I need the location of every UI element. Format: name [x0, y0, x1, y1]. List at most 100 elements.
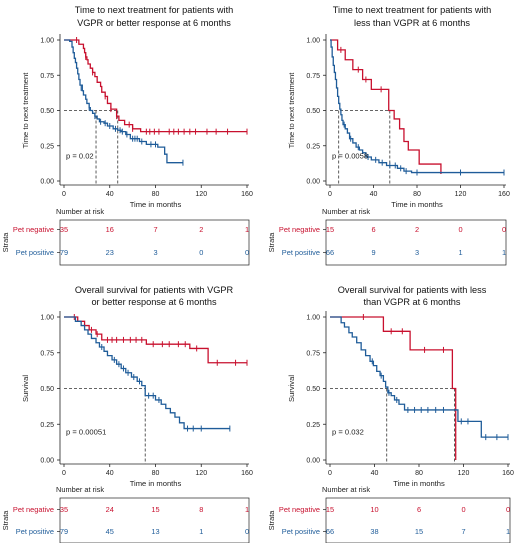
y-tick-label: 0.75: [306, 73, 320, 80]
risk-row-label: Pet negative: [13, 505, 54, 514]
p-value-label: p = 0.00051: [66, 428, 106, 437]
chart-title-line: or better response at 6 months: [91, 297, 217, 307]
km-panel-3: Overall survival for patients with VGPR o…: [1, 285, 253, 543]
risk-count: 10: [370, 505, 378, 514]
y-tick-label: 0.75: [306, 350, 320, 357]
km-curve-pet-negative: [64, 39, 247, 133]
p-value-label: p = 0.032: [332, 428, 364, 437]
km-curve-pet-positive: [330, 316, 508, 438]
y-tick-label: 0.75: [40, 73, 54, 80]
risk-table-frame: [59, 219, 250, 266]
chart-title-line: Overall survival for patients with less: [338, 285, 487, 295]
risk-count: 35: [60, 505, 68, 514]
y-tick-label: 1.00: [40, 38, 54, 45]
x-tick-label: 80: [415, 470, 423, 477]
x-tick-label: 40: [106, 191, 114, 198]
risk-row-label: Pet negative: [279, 225, 320, 234]
km-curve-pet-positive: [64, 316, 230, 430]
y-tick-label: 0.25: [306, 143, 320, 150]
risk-count: 1: [245, 225, 249, 234]
chart-title-line: than VGPR at 6 months: [363, 297, 460, 307]
x-tick-label: 120: [455, 191, 467, 198]
risk-count: 3: [415, 248, 419, 257]
x-tick-label: 0: [328, 470, 332, 477]
chart-title-line: Overall survival for patients with VGPR: [75, 285, 234, 295]
risk-count: 9: [371, 248, 375, 257]
x-tick-label: 40: [371, 470, 379, 477]
x-tick-label: 120: [195, 470, 207, 477]
y-tick-label: 0.25: [306, 422, 320, 429]
risk-count: 1: [506, 527, 510, 536]
risk-count: 2: [199, 225, 203, 234]
risk-count: 3: [153, 248, 157, 257]
risk-row-label: Pet positive: [16, 248, 54, 257]
risk-row-label: Pet negative: [13, 225, 54, 234]
risk-row-label: Pet positive: [282, 527, 320, 536]
x-tick-label: 80: [152, 470, 160, 477]
risk-count: 1: [502, 248, 506, 257]
risk-count: 1: [199, 527, 203, 536]
strata-label: Strata: [267, 510, 276, 531]
x-tick-label: 0: [328, 191, 332, 198]
x-axis-label: Time in months: [130, 479, 182, 488]
risk-count: 0: [506, 505, 510, 514]
risk-count: 24: [106, 505, 114, 514]
x-axis-label: Time in months: [393, 479, 445, 488]
risk-count: 0: [461, 505, 465, 514]
chart-title-line: Time to next treatment for patients with: [75, 5, 233, 15]
km-curve-pet-negative: [330, 316, 457, 460]
x-tick-label: 160: [498, 191, 510, 198]
y-tick-label: 1.00: [306, 315, 320, 322]
risk-count: 79: [60, 527, 68, 536]
x-tick-label: 80: [152, 191, 160, 198]
y-tick-label: 0.00: [40, 458, 54, 465]
x-tick-label: 120: [458, 470, 470, 477]
km-curve-pet-positive: [64, 39, 183, 164]
x-tick-label: 120: [195, 191, 207, 198]
y-axis-label: Time to next treatment: [21, 72, 30, 149]
risk-table-frame: [325, 219, 507, 266]
x-tick-label: 160: [241, 470, 253, 477]
km-panel-4: Overall survival for patients with less t…: [267, 285, 514, 543]
km-curve-pet-positive: [330, 39, 504, 174]
risk-count: 1: [245, 505, 249, 514]
risk-table-frame: [325, 497, 511, 543]
risk-count: 16: [106, 225, 114, 234]
y-tick-label: 0.50: [306, 386, 320, 393]
risk-count: 15: [151, 505, 159, 514]
risk-count: 2: [415, 225, 419, 234]
risk-row-label: Pet positive: [282, 248, 320, 257]
y-tick-label: 0.00: [306, 179, 320, 186]
x-tick-label: 80: [413, 191, 421, 198]
risk-count: 13: [151, 527, 159, 536]
y-tick-label: 1.00: [306, 38, 320, 45]
y-tick-label: 0.75: [40, 350, 54, 357]
chart-title-line: Time to next treatment for patients with: [333, 5, 491, 15]
y-axis-label: Time to next treatment: [287, 72, 296, 149]
risk-count: 79: [60, 248, 68, 257]
risk-count: 6: [417, 505, 421, 514]
x-tick-label: 40: [370, 191, 378, 198]
x-tick-label: 160: [241, 191, 253, 198]
km-panel-1: Time to next treatment for patients with…: [1, 5, 253, 266]
risk-count: 0: [245, 527, 249, 536]
risk-count: 15: [326, 505, 334, 514]
risk-count: 45: [106, 527, 114, 536]
y-axis-label: Survival: [21, 375, 30, 402]
risk-count: 66: [326, 248, 334, 257]
risk-table-frame: [59, 497, 250, 543]
risk-count: 15: [326, 225, 334, 234]
risk-count: 7: [153, 225, 157, 234]
risk-table-header: Number at risk: [56, 207, 104, 216]
y-tick-label: 1.00: [40, 315, 54, 322]
y-tick-label: 0.25: [40, 143, 54, 150]
risk-count: 23: [106, 248, 114, 257]
y-tick-label: 0.50: [306, 108, 320, 115]
risk-table-header: Number at risk: [322, 207, 370, 216]
strata-label: Strata: [1, 510, 10, 531]
km-curve-pet-negative: [330, 39, 442, 174]
y-tick-label: 0.50: [40, 386, 54, 393]
x-axis-label: Time in months: [391, 200, 443, 209]
strata-label: Strata: [1, 232, 10, 253]
y-tick-label: 0.25: [40, 422, 54, 429]
